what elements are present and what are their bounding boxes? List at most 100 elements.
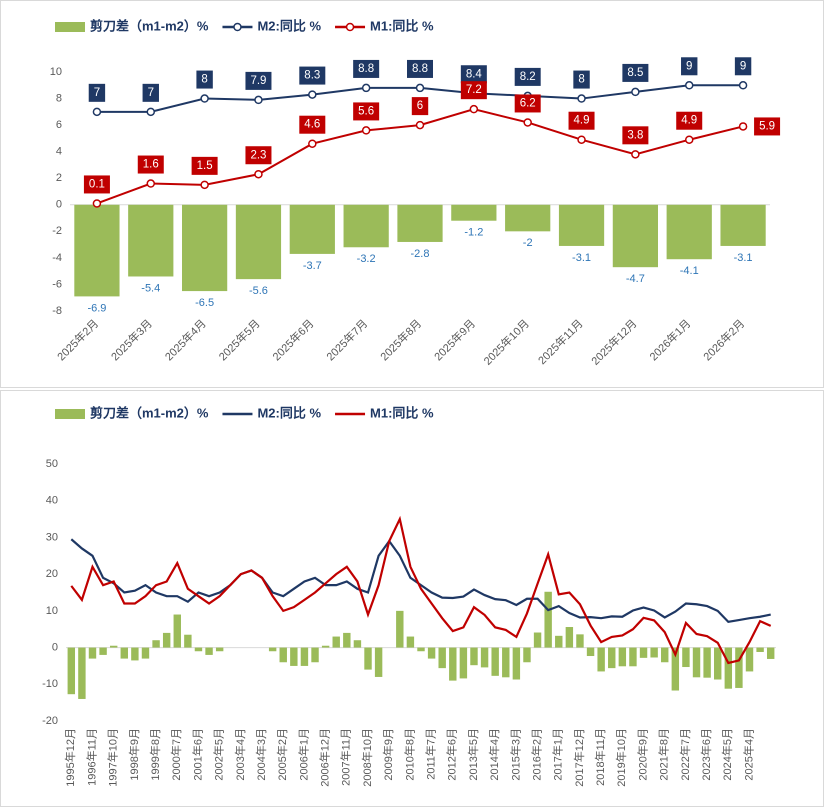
line-marker bbox=[577, 94, 586, 103]
data-label-text: 8 bbox=[201, 74, 207, 86]
x-tick-label: 2018年11月 bbox=[593, 728, 607, 786]
bar bbox=[505, 204, 551, 232]
bar bbox=[152, 640, 160, 648]
data-label-text: 5.6 bbox=[358, 105, 374, 117]
bar bbox=[194, 647, 203, 652]
bar bbox=[756, 647, 764, 652]
bar bbox=[449, 647, 457, 681]
bar-value-label: -4.1 bbox=[680, 265, 699, 277]
data-label-text: 8.3 bbox=[304, 70, 320, 82]
data-label: 4.9 bbox=[676, 111, 703, 130]
line-marker bbox=[415, 120, 425, 130]
line-marker bbox=[523, 118, 532, 127]
y-tick-label: -20 bbox=[42, 715, 58, 727]
bar bbox=[470, 647, 478, 666]
data-label-text: 0.1 bbox=[89, 178, 105, 190]
line bbox=[70, 515, 772, 665]
data-label-text: 2.3 bbox=[250, 149, 266, 161]
bar bbox=[745, 647, 754, 672]
bar-value-label: -6.5 bbox=[195, 297, 214, 309]
y-tick-label: 30 bbox=[46, 531, 58, 543]
x-tick-label: 2004年3月 bbox=[254, 728, 268, 781]
data-label-box bbox=[196, 70, 213, 89]
bar-value-label: -3.2 bbox=[357, 253, 376, 265]
bar bbox=[502, 647, 510, 678]
bar-value-label: -3.1 bbox=[572, 252, 591, 264]
line-marker bbox=[308, 90, 317, 99]
data-label: 8.8 bbox=[407, 59, 433, 78]
bar bbox=[235, 204, 282, 280]
bar bbox=[682, 647, 690, 668]
data-label-text: 8 bbox=[578, 74, 584, 86]
data-label: 5.6 bbox=[353, 102, 380, 121]
x-tick-label: 2002年5月 bbox=[212, 728, 226, 781]
data-label-box bbox=[245, 71, 272, 90]
bar bbox=[544, 591, 552, 648]
bar bbox=[396, 610, 404, 648]
bar bbox=[74, 204, 120, 297]
line-marker bbox=[146, 107, 156, 117]
x-tick-label: 2017年12月 bbox=[572, 728, 586, 787]
data-label-box bbox=[573, 70, 590, 89]
data-label: 7 bbox=[88, 83, 106, 102]
bar bbox=[558, 204, 605, 246]
data-label: 3.8 bbox=[622, 126, 649, 145]
bar bbox=[290, 647, 298, 666]
bar bbox=[586, 647, 595, 657]
x-tick-label: 2010年8月 bbox=[402, 728, 416, 781]
bar bbox=[629, 647, 637, 667]
data-label-box bbox=[83, 175, 110, 194]
bar bbox=[279, 647, 287, 663]
bar bbox=[120, 647, 128, 659]
data-label: 8.5 bbox=[622, 63, 649, 82]
data-label-box bbox=[411, 97, 429, 116]
x-tick-label: 2013年5月 bbox=[466, 728, 480, 781]
data-label: 2.3 bbox=[245, 146, 272, 165]
legend-label: M1:同比 % bbox=[370, 18, 434, 33]
bar bbox=[459, 647, 468, 679]
y-tick-label: 2 bbox=[56, 172, 62, 184]
y-tick-label: 8 bbox=[56, 92, 62, 104]
legend-label: M1:同比 % bbox=[370, 405, 434, 420]
data-label: 1.5 bbox=[191, 156, 218, 175]
bar bbox=[78, 647, 86, 699]
x-tick-label: 2000年7月 bbox=[169, 728, 183, 781]
data-label: 7 bbox=[142, 83, 159, 102]
bar bbox=[162, 632, 171, 648]
data-label-box bbox=[353, 102, 380, 121]
bar bbox=[332, 636, 340, 648]
data-label-box bbox=[754, 117, 781, 136]
x-tick-label: 2003年4月 bbox=[233, 728, 247, 781]
data-label-box bbox=[622, 63, 649, 82]
line-marker bbox=[254, 169, 263, 179]
bar bbox=[703, 647, 711, 678]
line-marker bbox=[92, 107, 102, 117]
data-label-text: 7 bbox=[94, 87, 100, 99]
bar bbox=[612, 204, 658, 268]
bar bbox=[451, 204, 497, 221]
bar bbox=[364, 647, 372, 670]
legend-label: 剪刀差（m1-m2）% bbox=[90, 405, 209, 420]
data-label-box bbox=[514, 94, 541, 113]
line-marker bbox=[577, 135, 586, 144]
line-marker bbox=[415, 83, 425, 93]
x-tick-label: 2011年7月 bbox=[424, 728, 438, 780]
y-tick-label: -10 bbox=[42, 678, 58, 690]
data-label-text: 8.8 bbox=[358, 63, 374, 75]
data-label-box bbox=[137, 155, 164, 174]
bar bbox=[597, 647, 605, 672]
bar bbox=[205, 647, 213, 655]
bar bbox=[311, 647, 319, 663]
bar bbox=[650, 647, 658, 658]
data-label-box bbox=[245, 146, 272, 165]
line-marker bbox=[200, 94, 209, 103]
bar-value-label: -6.9 bbox=[87, 302, 106, 314]
bar-value-label: -2.8 bbox=[411, 248, 430, 260]
bar bbox=[639, 647, 648, 658]
data-label: 0.1 bbox=[83, 175, 110, 194]
line-marker bbox=[92, 199, 102, 208]
data-label: 1.6 bbox=[137, 155, 164, 174]
x-tick-label: 2019年10月 bbox=[614, 728, 628, 787]
data-label-box bbox=[681, 57, 698, 76]
x-tick-label: 2016年2月 bbox=[529, 728, 543, 781]
